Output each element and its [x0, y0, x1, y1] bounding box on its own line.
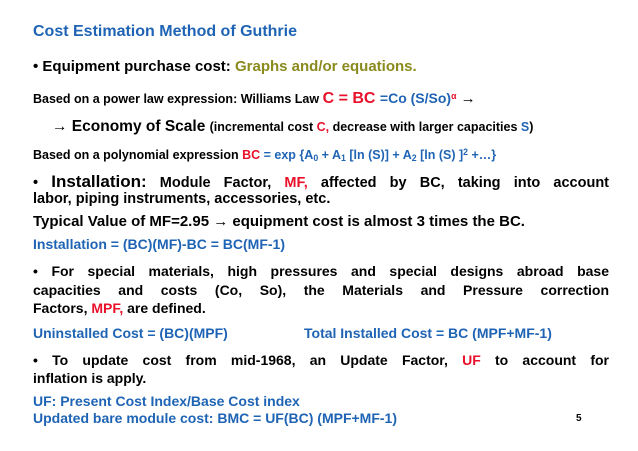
formula-part: = exp {A — [263, 148, 314, 162]
subscript: 1 — [341, 153, 346, 164]
text: Based on a power law expression: William… — [33, 92, 323, 106]
installation-line-2: labor, piping instruments, accessories, … — [33, 191, 331, 207]
update-factor-line: • To update cost from mid-1968, an Updat… — [33, 352, 609, 368]
highlight-text: C, — [316, 120, 330, 134]
bullet: • — [33, 58, 43, 75]
text: Factors, — [33, 300, 92, 316]
superscript: 2 — [463, 147, 468, 158]
uninstalled-cost-formula: Uninstalled Cost = (BC)(MPF) — [33, 325, 228, 341]
text: Based on a polynomial expression — [33, 148, 243, 162]
total-installed-cost-formula: Total Installed Cost = BC (MPF+MF-1) — [304, 325, 552, 341]
formula-part: +…} — [468, 148, 497, 162]
polynomial-line: Based on a polynomial expression BC = ex… — [33, 147, 497, 164]
text: → Economy of Scale — [52, 118, 210, 135]
highlight-text: S — [520, 120, 530, 134]
cost-formulas-line: Uninstalled Cost = (BC)(MPF) Total Instal… — [33, 325, 552, 341]
special-materials-line-3: Factors, MPF, are defined. — [33, 300, 206, 316]
text: decrease with larger capacities — [329, 120, 521, 134]
installation-line: • Installation: Module Factor, MF, affec… — [33, 172, 609, 192]
equipment-cost-line: • Equipment purchase cost: Graphs and/or… — [33, 58, 417, 75]
text: (incremental cost — [209, 120, 317, 134]
label: Installation: — [51, 172, 147, 191]
formula: = exp {A0 + A1 [ln (S)] + A2 [ln (S) ]2 … — [263, 147, 497, 164]
text: • To update cost from mid-1968, an Updat… — [33, 352, 463, 368]
text: ) — [529, 120, 534, 134]
highlight-text: MPF, — [91, 300, 124, 316]
subscript: 0 — [313, 153, 319, 164]
installation-formula: Installation = (BC)(MF)-BC = BC(MF-1) — [33, 236, 285, 252]
page-number: 5 — [576, 413, 582, 424]
special-materials-line-1: • For special materials, high pressures … — [33, 263, 609, 279]
alpha-exponent: α — [451, 91, 457, 102]
highlight-text: BC — [242, 148, 264, 162]
highlight-text: MF, — [284, 175, 308, 191]
arrow-icon: → — [456, 90, 476, 107]
formula-part: + A — [318, 148, 341, 162]
typical-value-line: Typical Value of MF=2.95 → equipment cos… — [33, 213, 525, 230]
text: to account for — [480, 352, 609, 368]
bullet: • — [33, 175, 52, 191]
formula-red: C = BC — [322, 90, 380, 107]
williams-law-line: Based on a power law expression: William… — [33, 90, 476, 108]
label: Equipment purchase cost: — [42, 58, 235, 75]
highlight-text: Graphs and/or equations. — [234, 58, 417, 75]
text: are defined. — [123, 300, 206, 316]
highlight-text: UF — [462, 352, 481, 368]
slide-title: Cost Estimation Method of Guthrie — [33, 23, 297, 40]
formula-part: [ln (S) ] — [416, 148, 464, 162]
subscript: 2 — [411, 153, 417, 164]
uf-definition: UF: Present Cost Index/Base Cost index — [33, 393, 300, 409]
text: affected by BC, taking into account — [307, 175, 610, 191]
bmc-formula: Updated bare module cost: BMC = UF(BC) (… — [33, 410, 398, 426]
special-materials-line-2: capacities and costs (Co, So), the Mater… — [33, 282, 609, 298]
economy-of-scale-line: → Economy of Scale (incremental cost C, … — [52, 118, 533, 136]
update-factor-line-2: inflation is apply. — [33, 370, 147, 386]
formula-blue: =Co (S/So) — [379, 90, 452, 106]
formula-part: [ln (S)] + A — [345, 148, 412, 162]
text: Module Factor, — [146, 175, 285, 191]
